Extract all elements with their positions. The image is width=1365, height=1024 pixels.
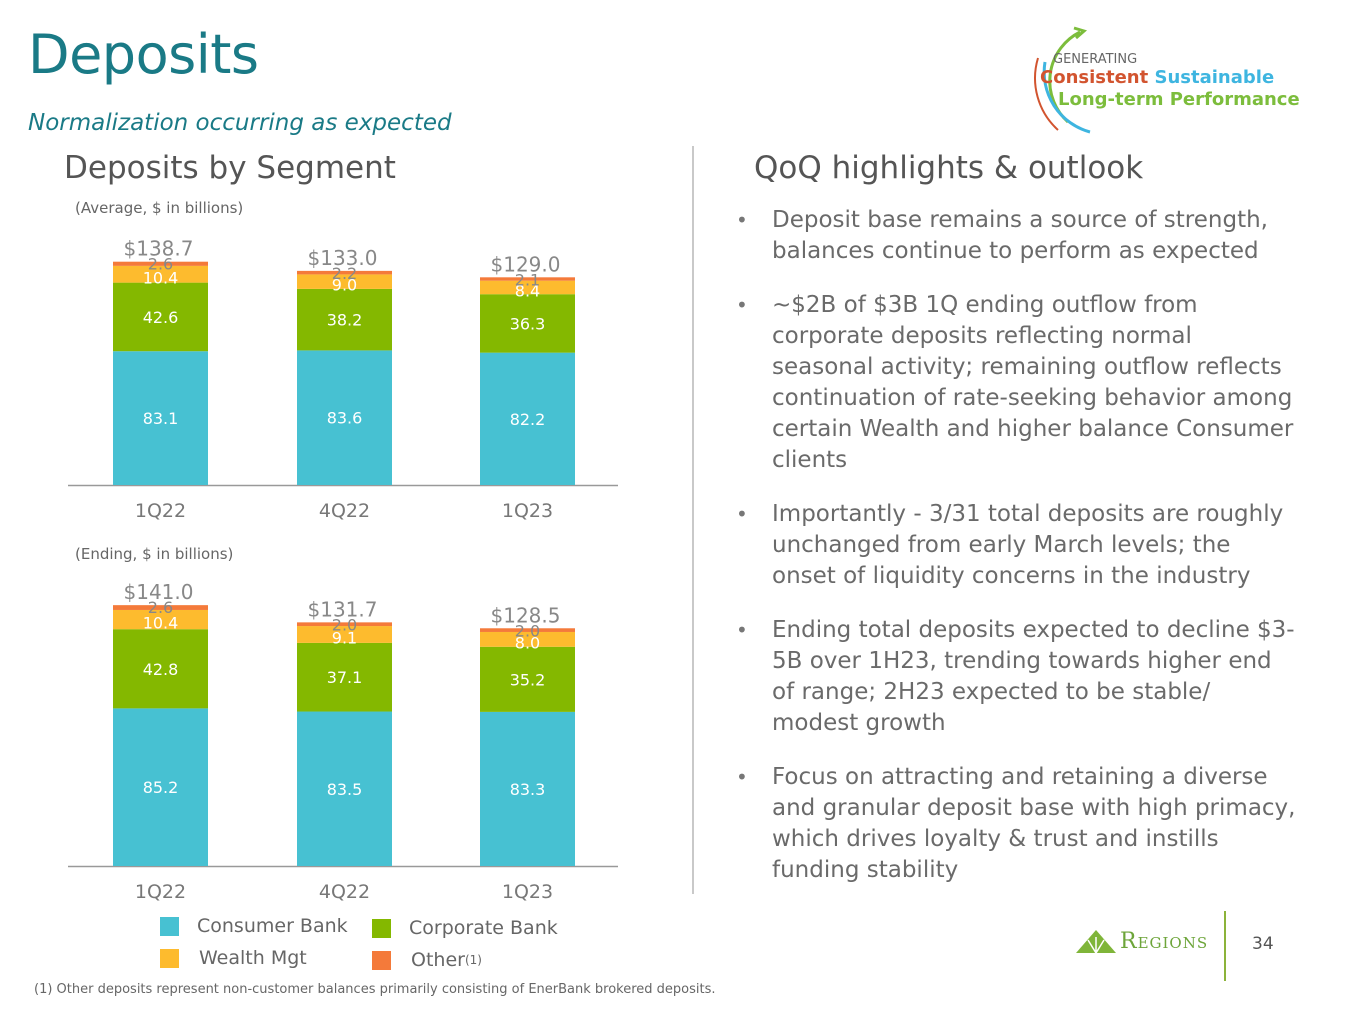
bar-segment-corporate-bank [480, 646, 575, 712]
data-label: 83.5 [327, 780, 363, 799]
data-label: 8.0 [515, 633, 540, 652]
category-label: 1Q22 [135, 881, 186, 903]
legend-label: Wealth Mgt [199, 947, 307, 969]
bar-segment-corporate-bank [113, 282, 208, 352]
bar-segment-consumer-bank [113, 351, 208, 485]
legend-label: Consumer Bank [197, 915, 348, 937]
bar-segment-other [297, 270, 392, 275]
bar-segment-consumer-bank [480, 711, 575, 866]
category-label: 1Q23 [502, 500, 553, 522]
highlights-list: Deposit base remains a source of strengt… [736, 205, 1296, 909]
total-label: $128.5 [491, 603, 561, 627]
total-label: $131.7 [308, 597, 378, 621]
bar-segment-consumer-bank [480, 352, 575, 485]
data-label: 2.6 [148, 255, 173, 274]
data-label: 10.4 [143, 268, 179, 287]
legend-swatch [160, 948, 179, 968]
logo-generating: GENERATING [1053, 52, 1138, 67]
bar-segment-consumer-bank [113, 708, 208, 866]
bar-segment-consumer-bank [297, 711, 392, 866]
footnote: (1) Other deposits represent non-custome… [34, 982, 716, 997]
data-label: 2.6 [148, 598, 173, 617]
category-label: 1Q22 [135, 500, 186, 522]
bar-segment-wealth-mgt [297, 274, 392, 289]
logo-longterm: Long-term Performance [1058, 89, 1300, 110]
data-label: 2.0 [515, 621, 540, 640]
data-label: 42.8 [143, 660, 179, 679]
regions-triangle-icon [1076, 930, 1116, 954]
section-divider [692, 146, 694, 894]
data-label: 9.1 [332, 628, 357, 647]
bar-segment-corporate-bank [297, 288, 392, 351]
data-label: 9.0 [332, 276, 357, 295]
category-label: 4Q22 [319, 881, 370, 903]
data-label: 85.2 [143, 778, 179, 797]
bar-segment-other [480, 628, 575, 632]
data-label: 83.3 [510, 780, 546, 799]
logo-sustainable: Sustainable [1154, 67, 1275, 88]
bar-segment-wealth-mgt [297, 626, 392, 643]
data-label: 83.6 [327, 409, 363, 428]
bar-segment-wealth-mgt [480, 280, 575, 295]
category-label: 1Q23 [502, 881, 553, 903]
legend-footnote-ref: (1) [464, 953, 482, 967]
page-subtitle: Normalization occurring as expected [28, 110, 452, 136]
data-label: 42.6 [143, 308, 179, 327]
bar-segment-other [480, 277, 575, 281]
legend-swatch [372, 950, 391, 970]
data-label: 83.1 [143, 409, 179, 428]
data-label: 37.1 [327, 668, 363, 687]
total-label: $141.0 [124, 580, 194, 604]
deposits-by-segment-heading: Deposits by Segment [64, 150, 396, 186]
regions-logo: Regions [1076, 928, 1208, 954]
highlight-item: Importantly - 3/31 total deposits are ro… [736, 499, 1296, 592]
highlight-item: Ending total deposits expected to declin… [736, 615, 1296, 739]
legend-wealth-mgt: Wealth Mgt [160, 947, 307, 969]
bar-segment-other [113, 261, 208, 266]
highlights-heading: QoQ highlights & outlook [754, 150, 1144, 186]
data-label: 10.4 [143, 614, 179, 633]
data-label: 38.2 [327, 311, 363, 330]
brand-divider [1224, 911, 1226, 981]
average-deposits-chart: 83.142.610.42.6$138.71Q2283.638.29.02.2$… [68, 237, 618, 903]
bar-segment-consumer-bank [297, 350, 392, 485]
legend-swatch [372, 918, 391, 938]
legend-label: Other [411, 949, 465, 971]
legend-swatch [160, 916, 179, 936]
bar-segment-wealth-mgt [113, 265, 208, 283]
data-label: 36.3 [510, 314, 546, 333]
bar-segment-wealth-mgt [480, 631, 575, 647]
average-chart-note: (Average, $ in billions) [75, 199, 244, 217]
total-label: $129.0 [491, 252, 561, 276]
legend-corporate-bank: Corporate Bank [372, 917, 558, 939]
bar-segment-corporate-bank [297, 642, 392, 712]
bar-segment-other [297, 622, 392, 627]
highlight-item: Deposit base remains a source of strengt… [736, 205, 1296, 267]
total-label: $138.7 [124, 237, 194, 261]
legend-label: Corporate Bank [409, 917, 558, 939]
total-label: $133.0 [308, 246, 378, 270]
regions-wordmark: Regions [1120, 928, 1209, 954]
highlight-item: Focus on attracting and retaining a dive… [736, 762, 1296, 886]
bar-segment-wealth-mgt [113, 609, 208, 630]
legend-other: Other (1) [372, 949, 482, 971]
bar-segment-other [113, 605, 208, 610]
data-label: 2.1 [515, 270, 540, 289]
data-label: 35.2 [510, 670, 546, 689]
data-label: 2.2 [332, 264, 357, 283]
logo-consistent: Consistent [1040, 67, 1149, 88]
bar-segment-corporate-bank [113, 629, 208, 709]
ending-chart-note: (Ending, $ in billions) [75, 545, 234, 563]
category-label: 4Q22 [319, 500, 370, 522]
logo-arc-icon [1034, 26, 1091, 134]
highlight-item: ~$2B of $3B 1Q ending outflow from corpo… [736, 290, 1296, 476]
page-title: Deposits [28, 23, 259, 86]
data-label: 8.4 [515, 281, 540, 300]
bar-segment-corporate-bank [480, 294, 575, 353]
data-label: 2.0 [332, 615, 357, 634]
legend-consumer-bank: Consumer Bank [160, 915, 348, 937]
data-label: 82.2 [510, 410, 546, 429]
page-number: 34 [1252, 934, 1274, 954]
generating-logo: GENERATING Consistent Sustainable Long-t… [1018, 22, 1318, 137]
